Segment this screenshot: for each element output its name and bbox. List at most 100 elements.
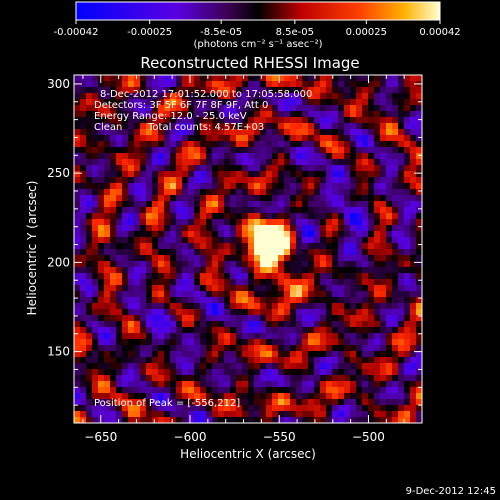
heatmap-cell [146,285,153,292]
heatmap-cell [170,297,177,304]
heatmap-cell [254,309,261,316]
heatmap-cell [218,363,225,370]
heatmap-cell [182,243,189,250]
heatmap-cell [380,363,387,370]
heatmap-cell [320,123,327,130]
heatmap-cell [80,363,87,370]
heatmap-cell [380,285,387,292]
heatmap-cell [206,207,213,214]
heatmap-cell [176,357,183,364]
heatmap-cell [326,123,333,130]
heatmap-cell [380,393,387,400]
heatmap-cell [122,321,129,328]
heatmap-cell [308,255,315,262]
heatmap-cell [122,237,129,244]
x-tick-label: −600 [174,430,207,444]
heatmap-cell [104,261,111,268]
heatmap-cell [362,129,369,136]
heatmap-cell [194,147,201,154]
heatmap-cell [218,285,225,292]
heatmap-cell [248,261,255,268]
heatmap-cell [326,255,333,262]
heatmap-cell [224,321,231,328]
heatmap-cell [230,369,237,376]
heatmap-cell [356,339,363,346]
heatmap-cell [266,189,273,196]
heatmap-cell [410,249,417,256]
heatmap-cell [350,321,357,328]
heatmap-cell [260,171,267,178]
heatmap-cell [176,261,183,268]
heatmap-cell [200,417,207,423]
heatmap-cell [338,393,345,400]
heatmap-cell [170,321,177,328]
heatmap-cell [182,201,189,208]
heatmap-cell [374,225,381,232]
heatmap-cell [218,327,225,334]
heatmap-cell [164,411,171,418]
heatmap-cell [386,189,393,196]
heatmap-cell [308,183,315,190]
heatmap-cell [302,213,309,220]
heatmap-cell [416,285,422,292]
heatmap-cell [134,147,141,154]
heatmap-cell [254,123,261,130]
heatmap-cell [194,123,201,130]
heatmap-cell [410,159,417,166]
heatmap-cell [194,315,201,322]
heatmap-cell [86,351,93,358]
heatmap-cell [116,105,123,112]
heatmap-cell [278,123,285,130]
heatmap-cell [110,123,117,130]
heatmap-cell [188,339,195,346]
heatmap-cell [296,291,303,298]
heatmap-cell [344,105,351,112]
heatmap-cell [350,375,357,382]
heatmap-cell [182,327,189,334]
heatmap-cell [74,255,81,262]
heatmap-cell [152,141,159,148]
heatmap-cell [308,141,315,148]
heatmap-cell [296,255,303,262]
heatmap-cell [410,165,417,172]
heatmap-cell [404,141,411,148]
heatmap-cell [248,297,255,304]
heatmap-cell [80,315,87,322]
heatmap-cell [278,87,285,94]
heatmap-cell [380,111,387,118]
heatmap-cell [86,147,93,154]
heatmap-cell [146,399,153,406]
heatmap-cell [332,81,339,88]
heatmap-cell [116,255,123,262]
heatmap-cell [182,93,189,100]
heatmap-cell [188,357,195,364]
heatmap-cell [224,303,231,310]
heatmap-cell [266,105,273,112]
heatmap-cell [344,183,351,190]
heatmap-cell [182,123,189,130]
heatmap-cell [152,135,159,142]
heatmap-cell [200,93,207,100]
heatmap-cell [128,249,135,256]
heatmap-cell [314,351,321,358]
heatmap-cell [410,153,417,160]
heatmap-cell [122,231,129,238]
heatmap-cell [134,255,141,262]
heatmap-cell [176,189,183,196]
heatmap-cell [332,135,339,142]
heatmap-cell [392,405,399,412]
heatmap-cell [344,213,351,220]
heatmap-cell [278,147,285,154]
heatmap-cell [368,111,375,118]
heatmap-cell [386,183,393,190]
heatmap-cell [122,153,129,160]
heatmap-cell [374,189,381,196]
heatmap-cell [296,75,303,82]
heatmap-cell [302,153,309,160]
heatmap-cell [128,255,135,262]
heatmap-cell [128,351,135,358]
heatmap-cell [302,237,309,244]
heatmap-cell [170,411,177,418]
heatmap-cell [176,195,183,202]
heatmap-cell [320,273,327,280]
